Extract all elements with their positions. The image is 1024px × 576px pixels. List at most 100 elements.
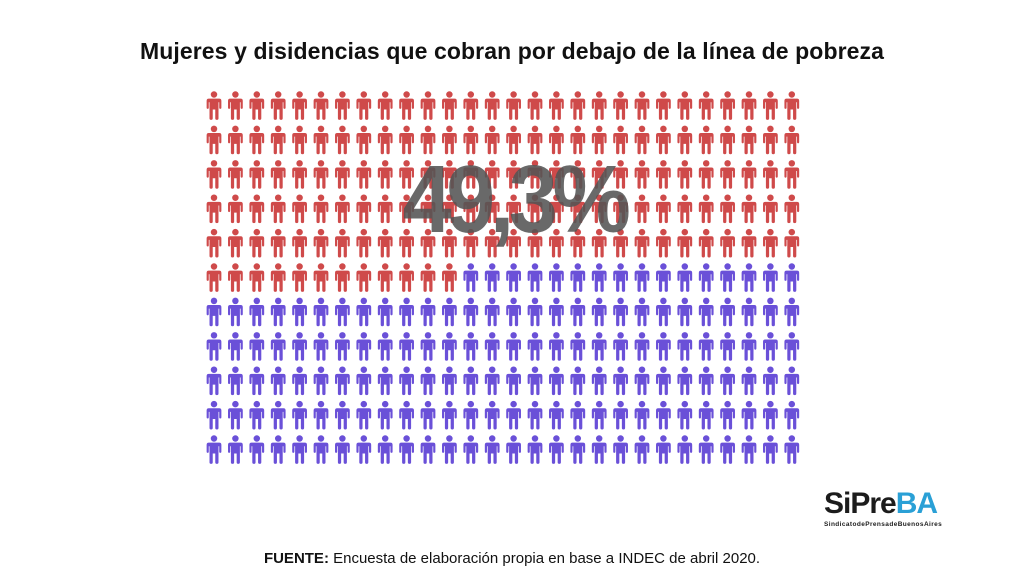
person-icon: [570, 435, 586, 464]
person-icon: [399, 366, 414, 396]
person-icon-highlighted: [313, 91, 329, 120]
person-icon: [677, 297, 693, 327]
person-icon-highlighted: [677, 160, 693, 189]
person-icon: [335, 332, 350, 361]
person-icon: [420, 366, 436, 396]
person-icon-highlighted: [698, 91, 714, 120]
logo-tagline: SindicatodePrensadeBuenosAires: [824, 521, 943, 528]
person-icon: [206, 297, 222, 327]
person-icon-highlighted: [228, 194, 243, 224]
person-icon-highlighted: [206, 194, 222, 224]
person-icon: [292, 435, 307, 464]
person-icon-highlighted: [335, 91, 350, 120]
person-icon-highlighted: [741, 160, 757, 189]
person-icon-highlighted: [292, 160, 307, 189]
person-icon: [484, 297, 500, 327]
person-icon-highlighted: [591, 91, 607, 120]
person-icon-highlighted: [677, 194, 693, 224]
person-icon-highlighted: [720, 160, 735, 189]
person-icon: [399, 400, 414, 430]
person-icon: [228, 400, 243, 430]
person-icon: [206, 435, 222, 464]
person-icon: [720, 400, 735, 430]
person-icon: [249, 332, 265, 361]
person-icon-highlighted: [720, 91, 735, 120]
person-icon: [292, 297, 307, 327]
person-icon: [292, 366, 307, 396]
person-icon-highlighted: [292, 91, 307, 120]
person-icon-highlighted: [292, 125, 307, 155]
person-icon-highlighted: [763, 91, 778, 120]
person-icon: [720, 435, 735, 464]
person-icon-highlighted: [206, 125, 222, 155]
person-icon: [741, 435, 757, 464]
person-icon: [228, 332, 243, 361]
person-icon: [313, 297, 329, 327]
person-icon: [656, 400, 671, 430]
person-icon: [549, 435, 564, 464]
logo-part-ba: BA: [895, 487, 938, 520]
person-icon: [677, 332, 693, 361]
chart-title: Mujeres y disidencias que cobran por deb…: [139, 38, 885, 64]
logo-part-pre: Pre: [850, 487, 896, 520]
person-icon-highlighted: [313, 263, 329, 292]
person-icon: [313, 366, 329, 396]
person-icon-highlighted: [442, 263, 457, 292]
person-icon: [399, 297, 414, 327]
source-text: Encuesta de elaboración propia en base a…: [333, 550, 761, 567]
person-icon-highlighted: [656, 160, 671, 189]
person-icon: [335, 435, 350, 464]
person-icon-highlighted: [228, 91, 243, 120]
person-icon: [570, 263, 586, 292]
person-icon: [463, 400, 479, 430]
person-icon-highlighted: [656, 91, 671, 120]
person-icon: [763, 297, 778, 327]
person-icon-highlighted: [741, 228, 757, 258]
person-icon-highlighted: [763, 160, 778, 189]
person-icon-highlighted: [270, 228, 286, 258]
person-icon: [720, 366, 735, 396]
person-icon: [313, 332, 329, 361]
person-icon: [784, 366, 800, 396]
person-icon-highlighted: [377, 160, 393, 189]
person-icon-highlighted: [763, 194, 778, 224]
person-icon: [377, 332, 393, 361]
person-icon: [442, 435, 457, 464]
person-icon-highlighted: [399, 263, 414, 292]
person-icon-highlighted: [656, 194, 671, 224]
person-icon-highlighted: [677, 91, 693, 120]
person-icon: [570, 366, 586, 396]
person-icon-highlighted: [356, 91, 372, 120]
person-icon: [484, 366, 500, 396]
person-icon: [484, 263, 500, 292]
person-icon-highlighted: [634, 194, 650, 224]
person-icon-highlighted: [206, 228, 222, 258]
person-icon-highlighted: [356, 125, 372, 155]
source-note: FUENTE: Encuesta de elaboración propia e…: [0, 550, 1024, 567]
person-icon-highlighted: [206, 263, 222, 292]
person-icon-highlighted: [249, 194, 265, 224]
person-icon: [591, 435, 607, 464]
person-icon: [698, 366, 714, 396]
person-icon-highlighted: [249, 228, 265, 258]
person-icon-highlighted: [249, 125, 265, 155]
person-icon: [741, 332, 757, 361]
person-icon: [570, 400, 586, 430]
person-icon: [634, 435, 650, 464]
person-icon: [506, 400, 521, 430]
person-icon-highlighted: [442, 91, 457, 120]
person-icon-highlighted: [377, 263, 393, 292]
person-icon: [656, 332, 671, 361]
person-icon: [377, 366, 393, 396]
person-icon: [420, 400, 436, 430]
person-icon: [634, 400, 650, 430]
person-icon: [249, 400, 265, 430]
person-icon-highlighted: [420, 263, 436, 292]
person-icon-highlighted: [784, 91, 800, 120]
person-icon: [484, 332, 500, 361]
person-icon: [527, 366, 543, 396]
person-icon: [442, 400, 457, 430]
person-icon: [720, 297, 735, 327]
person-icon-highlighted: [228, 160, 243, 189]
person-icon-highlighted: [484, 91, 500, 120]
